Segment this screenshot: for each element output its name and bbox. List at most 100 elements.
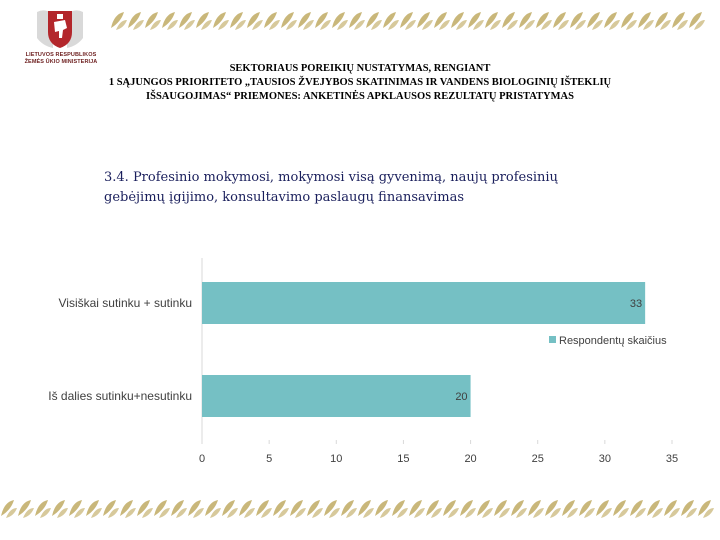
leaf-ornament <box>324 500 337 516</box>
leaf-ornament <box>111 12 124 28</box>
leaf-ornament <box>660 20 671 30</box>
leaf-ornament <box>698 500 711 516</box>
leaf-ornament <box>281 12 294 28</box>
leaf-ornament <box>176 508 187 518</box>
leaf-ornament <box>490 20 501 30</box>
leaf-ornament <box>366 12 379 28</box>
leaf-ornament <box>618 508 629 518</box>
leaf-ornament <box>681 500 694 516</box>
leaf-ornament <box>210 508 221 518</box>
decorative-border-bottom <box>1 500 714 518</box>
leaf-ornament <box>337 20 348 30</box>
x-tick-label: 30 <box>599 453 611 465</box>
category-label: Visiškai sutinku + sutinku <box>58 296 192 310</box>
leaf-ornament <box>315 12 328 28</box>
leaf-ornament <box>414 508 425 518</box>
leaf-ornament <box>290 500 303 516</box>
leaf-ornament <box>264 12 277 28</box>
leaf-ornament <box>145 12 158 28</box>
leaf-ornament <box>244 508 255 518</box>
leaf-ornament <box>669 508 680 518</box>
leaf-ornament <box>536 12 549 28</box>
leaf-ornament <box>196 12 209 28</box>
legend-label: Respondentų skaičius <box>559 335 667 347</box>
leaf-ornament <box>23 508 34 518</box>
leaf-ornament <box>443 500 456 516</box>
leaf-ornament <box>341 500 354 516</box>
leaf-ornament <box>286 20 297 30</box>
leaf-ornament <box>567 508 578 518</box>
leaf-ornament <box>235 20 246 30</box>
ministry-name-line2: ŽEMĖS ŪKIO MINISTERIJA <box>24 58 98 65</box>
leaf-ornament <box>626 20 637 30</box>
bar <box>202 375 471 417</box>
leaf-ornament <box>380 508 391 518</box>
leaf-ornament <box>69 500 82 516</box>
presentation-header: SEKTORIAUS POREIKIŲ NUSTATYMAS, RENGIANT… <box>40 62 680 104</box>
leaf-ornament <box>133 20 144 30</box>
leaf-ornament <box>434 12 447 28</box>
leaf-ornament <box>672 12 685 28</box>
leaf-ornament <box>150 20 161 30</box>
leaf-ornament <box>371 20 382 30</box>
leaf-ornament <box>247 12 260 28</box>
leaf-ornament <box>601 508 612 518</box>
leaf-ornament <box>422 20 433 30</box>
leaf-ornament <box>159 508 170 518</box>
leaf-ornament <box>528 500 541 516</box>
bar <box>202 282 646 324</box>
leaf-ornament <box>358 500 371 516</box>
leaf-ornament <box>482 508 493 518</box>
leaf-ornament <box>485 12 498 28</box>
leaf-ornament <box>40 508 51 518</box>
leaf-ornament <box>613 500 626 516</box>
leaf-ornament <box>128 12 141 28</box>
x-tick-label: 35 <box>666 453 678 465</box>
leaf-ornament <box>553 12 566 28</box>
leaf-ornament <box>383 12 396 28</box>
leaf-ornament <box>6 508 17 518</box>
leaf-ornament <box>1 500 14 516</box>
leaf-ornament <box>320 20 331 30</box>
leaf-ornament <box>460 500 473 516</box>
leaf-ornament <box>171 500 184 516</box>
leaf-ornament <box>273 500 286 516</box>
leaf-ornament <box>643 20 654 30</box>
leaf-ornament <box>519 12 532 28</box>
leaf-ornament <box>256 500 269 516</box>
leaf-ornament <box>630 500 643 516</box>
leaf-ornament <box>329 508 340 518</box>
x-tick-label: 15 <box>397 453 409 465</box>
leaf-ornament <box>494 500 507 516</box>
leaf-ornament <box>213 12 226 28</box>
leaf-ornament <box>252 20 263 30</box>
leaf-ornament <box>664 500 677 516</box>
leaf-ornament <box>349 12 362 28</box>
x-tick-label: 5 <box>266 453 272 465</box>
leaf-ornament <box>473 20 484 30</box>
leaf-ornament <box>239 500 252 516</box>
leaf-ornament <box>363 508 374 518</box>
leaf-ornament <box>409 500 422 516</box>
leaf-ornament <box>201 20 212 30</box>
leaf-ornament <box>545 500 558 516</box>
x-tick-label: 20 <box>464 453 476 465</box>
leaf-ornament <box>295 508 306 518</box>
leaf-ornament <box>677 20 688 30</box>
decorative-border-top <box>111 12 705 30</box>
leaf-ornament <box>524 20 535 30</box>
leaf-ornament <box>57 508 68 518</box>
leaf-ornament <box>392 500 405 516</box>
leaf-ornament <box>686 508 697 518</box>
leaf-ornament <box>655 12 668 28</box>
leaf-ornament <box>541 20 552 30</box>
leaf-ornament <box>604 12 617 28</box>
bar-value-label: 20 <box>455 391 467 403</box>
coat-of-arms-icon <box>37 10 83 48</box>
leaf-ornament <box>354 20 365 30</box>
leaf-ornament <box>222 500 235 516</box>
leaf-ornament <box>652 508 663 518</box>
ministry-logo: LIETUVOS RESPUBLIKOS ŽEMĖS ŪKIO MINISTER… <box>20 8 100 74</box>
leaf-ornament <box>550 508 561 518</box>
leaf-ornament <box>426 500 439 516</box>
